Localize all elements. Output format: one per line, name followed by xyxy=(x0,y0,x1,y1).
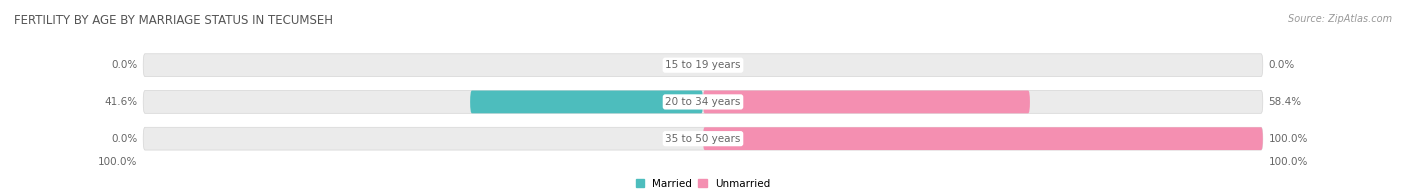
FancyBboxPatch shape xyxy=(703,127,1263,150)
FancyBboxPatch shape xyxy=(703,91,1031,113)
FancyBboxPatch shape xyxy=(143,91,1263,113)
Text: 41.6%: 41.6% xyxy=(104,97,138,107)
Text: 58.4%: 58.4% xyxy=(1268,97,1302,107)
FancyBboxPatch shape xyxy=(470,91,703,113)
Text: 100.0%: 100.0% xyxy=(1268,134,1308,144)
Text: 0.0%: 0.0% xyxy=(111,134,138,144)
Text: 0.0%: 0.0% xyxy=(111,60,138,70)
Text: 100.0%: 100.0% xyxy=(1268,157,1308,167)
FancyBboxPatch shape xyxy=(143,54,1263,77)
Text: Source: ZipAtlas.com: Source: ZipAtlas.com xyxy=(1288,14,1392,24)
FancyBboxPatch shape xyxy=(143,127,1263,150)
Text: FERTILITY BY AGE BY MARRIAGE STATUS IN TECUMSEH: FERTILITY BY AGE BY MARRIAGE STATUS IN T… xyxy=(14,14,333,27)
Text: 100.0%: 100.0% xyxy=(98,157,138,167)
Legend: Married, Unmarried: Married, Unmarried xyxy=(631,175,775,193)
Text: 15 to 19 years: 15 to 19 years xyxy=(665,60,741,70)
Text: 20 to 34 years: 20 to 34 years xyxy=(665,97,741,107)
Text: 35 to 50 years: 35 to 50 years xyxy=(665,134,741,144)
Text: 0.0%: 0.0% xyxy=(1268,60,1295,70)
